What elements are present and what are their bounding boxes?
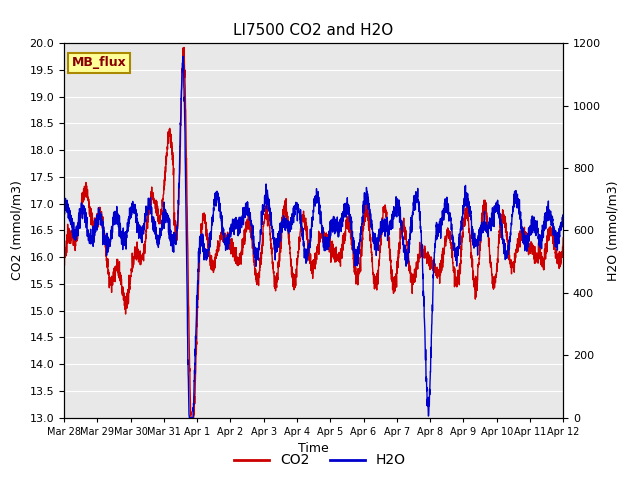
Legend: CO2, H2O: CO2, H2O (228, 448, 412, 473)
Y-axis label: CO2 (mmol/m3): CO2 (mmol/m3) (11, 180, 24, 280)
Text: MB_flux: MB_flux (72, 56, 126, 69)
Title: LI7500 CO2 and H2O: LI7500 CO2 and H2O (234, 23, 394, 38)
Y-axis label: H2O (mmol/m3): H2O (mmol/m3) (607, 180, 620, 281)
X-axis label: Time: Time (298, 442, 329, 455)
